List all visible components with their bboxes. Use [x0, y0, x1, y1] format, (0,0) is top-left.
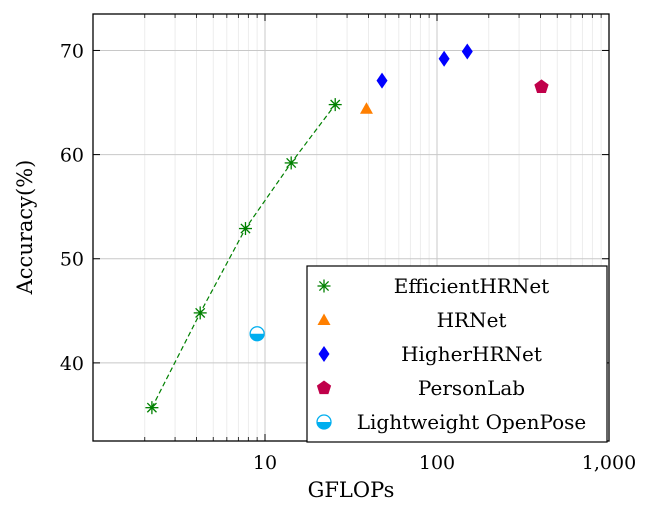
x-tick-label: 100: [419, 452, 455, 474]
data-point: [359, 102, 373, 114]
axis-ticks: 10 100 1,000 40 50 60 70: [60, 14, 636, 474]
data-point: [438, 50, 450, 67]
legend-marker: [318, 346, 330, 362]
x-tick-label: 1,000: [582, 452, 636, 474]
data-point: [145, 401, 159, 415]
y-tick-label: 60: [60, 145, 84, 167]
y-tick-label: 70: [60, 40, 84, 62]
x-axis-title: GFLOPs: [308, 478, 395, 502]
legend-box: [306, 265, 608, 443]
legend: EfficientHRNet HRNet HigherHRNet PersonLab L…: [306, 265, 608, 443]
legend-label: EfficientHRNet: [394, 274, 549, 298]
legend-label: HigherHRNet: [401, 342, 542, 366]
legend-label: Lightweight OpenPose: [357, 410, 587, 434]
legend-marker: [316, 414, 332, 430]
data-point: [328, 98, 342, 112]
legend-label: PersonLab: [418, 376, 525, 400]
y-tick-label: 40: [60, 353, 84, 375]
data-point: [238, 222, 252, 236]
x-tick-label: 10: [253, 452, 277, 474]
data-point: [376, 72, 388, 89]
data-point: [534, 79, 549, 93]
data-point: [284, 156, 298, 170]
data-points: [145, 43, 549, 415]
legend-marker: [317, 279, 331, 293]
data-point: [461, 43, 473, 60]
legend-marker: [317, 313, 331, 325]
legend-label: HRNet: [437, 308, 507, 332]
data-point: [249, 326, 265, 342]
data-point: [193, 306, 207, 320]
legend-marker: [316, 380, 332, 395]
y-tick-label: 50: [60, 249, 84, 271]
y-axis-title: Accuracy(%): [13, 160, 37, 296]
